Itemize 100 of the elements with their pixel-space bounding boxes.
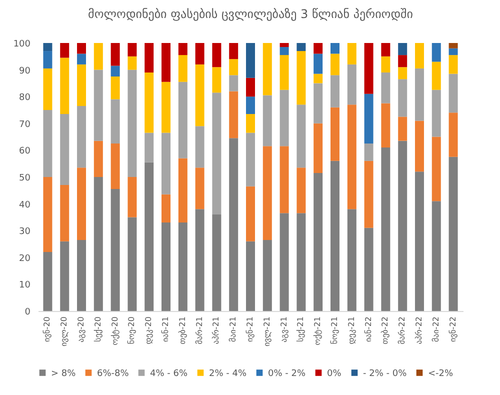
x-tick-label: ნოე-21	[330, 316, 339, 344]
legend-label: 0% - 2%	[268, 368, 306, 379]
bar	[195, 168, 204, 210]
bar	[432, 90, 441, 137]
bar	[296, 168, 306, 214]
bar	[448, 112, 458, 157]
bar	[280, 47, 289, 56]
bar	[178, 43, 188, 56]
bar	[246, 186, 255, 242]
y-tick-label: 80	[19, 93, 31, 104]
bar	[77, 168, 86, 240]
x-tick-label: ოქტ-20	[110, 316, 120, 346]
bar	[364, 228, 374, 311]
bar	[448, 43, 458, 48]
bar	[60, 241, 70, 311]
bar	[262, 240, 272, 311]
bar	[398, 55, 408, 68]
chart-title: მოლოდინები ფასების ცვლილებაზე 3 წლიან პერიოდში	[88, 7, 413, 21]
bar	[314, 172, 323, 311]
bar	[381, 148, 390, 311]
legend-label: 0%	[327, 368, 342, 379]
y-tick-label: 70	[19, 120, 31, 130]
bar	[43, 177, 52, 252]
bar	[144, 72, 154, 133]
bar	[128, 43, 137, 56]
bar	[432, 136, 441, 202]
bar	[229, 138, 238, 311]
bar	[110, 66, 120, 76]
bar	[414, 43, 424, 68]
bar	[330, 43, 340, 54]
bar	[144, 43, 154, 72]
legend-label: <-2%	[428, 368, 454, 379]
bar	[77, 240, 86, 311]
bar	[364, 43, 374, 94]
y-tick-label: 50	[19, 174, 31, 184]
bar	[296, 104, 306, 168]
bar	[398, 67, 408, 80]
bar	[448, 74, 458, 113]
x-tick-label: თებ-22	[380, 316, 390, 344]
bar	[195, 126, 204, 168]
x-tick-label: სექ-21	[296, 316, 306, 342]
y-tick-label: 100	[13, 40, 31, 50]
bar	[296, 213, 306, 311]
bar	[246, 241, 255, 311]
bar	[432, 62, 441, 90]
x-tick-label: აგვ-21	[279, 316, 288, 342]
bar	[60, 114, 70, 186]
bar	[128, 217, 137, 311]
bar	[398, 116, 408, 141]
bar	[144, 132, 154, 162]
bar	[110, 189, 120, 311]
bar	[364, 94, 374, 144]
bar	[280, 146, 289, 214]
bar	[246, 96, 255, 114]
bar	[162, 194, 171, 223]
bar	[43, 51, 52, 68]
x-tick-label: ოქტ-21	[313, 316, 322, 346]
y-tick-label: 0	[24, 308, 31, 318]
legend-label: - 2% - 0%	[363, 368, 408, 379]
bar	[330, 75, 340, 108]
bar	[94, 70, 103, 141]
x-tick-label: აპრ-21	[212, 316, 221, 344]
bar	[314, 83, 323, 124]
bar	[314, 123, 323, 173]
x-tick-label: იან-22	[364, 316, 373, 342]
bar	[128, 70, 137, 177]
bar	[314, 54, 323, 74]
bar	[110, 43, 120, 66]
bar	[364, 160, 374, 228]
bar	[77, 106, 86, 168]
bar	[381, 56, 390, 72]
bar	[314, 74, 323, 84]
x-tick-label: ივლ-21	[262, 316, 272, 346]
y-tick-label: 60	[19, 146, 31, 157]
bar	[347, 64, 356, 105]
bar	[246, 43, 255, 78]
bar	[212, 67, 222, 93]
x-tick-label: ივნ-20	[42, 316, 52, 342]
bar	[178, 222, 188, 311]
bar	[398, 79, 408, 117]
bar	[229, 91, 238, 138]
bar	[381, 43, 390, 56]
bar	[229, 59, 238, 76]
bar	[128, 177, 137, 218]
bar	[432, 201, 441, 311]
bar	[43, 252, 52, 311]
bar	[94, 177, 103, 311]
bar	[262, 43, 272, 96]
bar	[280, 213, 289, 311]
bar	[448, 156, 458, 311]
bar	[229, 75, 238, 92]
bar	[246, 114, 255, 133]
legend-label: 4% - 6%	[150, 368, 188, 379]
x-tick-label: ივნ-21	[246, 316, 254, 342]
bar	[448, 55, 458, 74]
x-tick-label: მარ-21	[194, 316, 204, 344]
bar	[246, 132, 255, 186]
bar	[381, 72, 390, 104]
bar	[347, 209, 356, 311]
bar	[128, 56, 137, 70]
